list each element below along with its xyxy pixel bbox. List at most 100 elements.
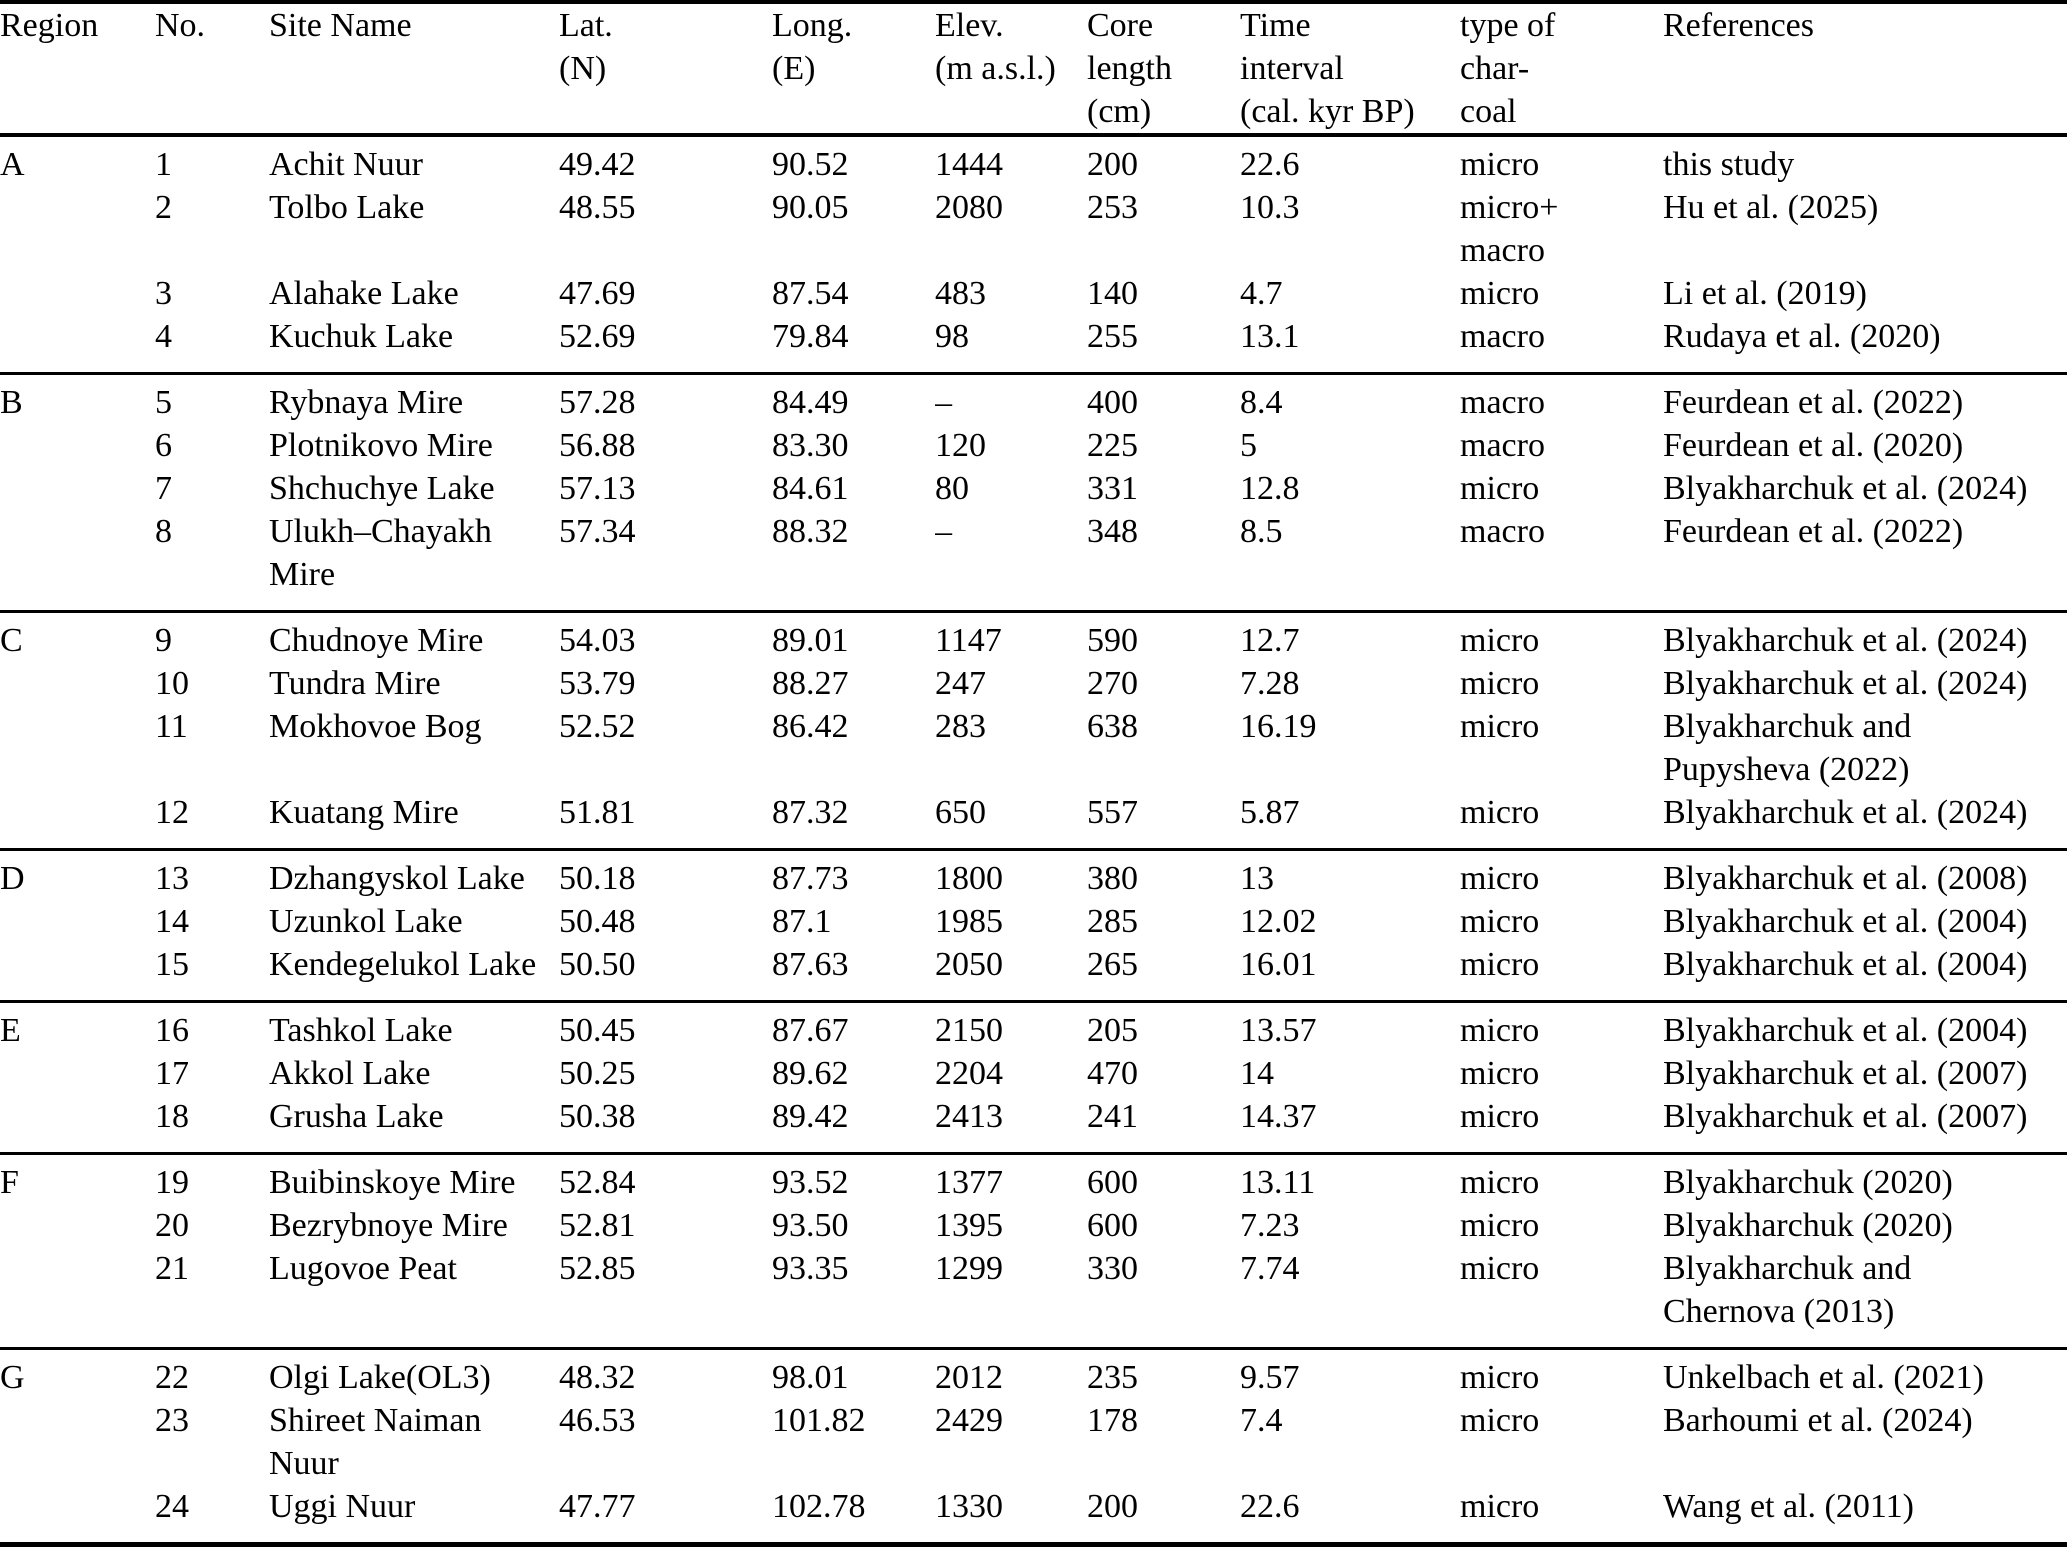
cell-charcoal: micro [1460,665,1540,702]
cell-refs: Feurdean et al. (2020) [1663,427,1964,464]
cell-charcoal: micro [1460,1055,1540,1092]
cell-charcoal: macro [1460,427,1545,464]
cell-lat: 52.52 [559,708,636,745]
cell-no: 24 [155,1488,189,1525]
cell-site: Chudnoye Mire [269,622,484,659]
cell-region-label [0,510,155,612]
cell-site: Buibinskoye Mire [269,1164,516,1201]
cell-no: 9 [155,622,172,659]
cell-site: Shireet Naiman Nuur [269,1402,482,1482]
table-row: 18 Grusha Lake 50.38 89.42 2413 241 14.37 micro… [0,1095,2067,1154]
cell-time: 8.5 [1240,513,1283,550]
col-header-elev: Elev. (m a.s.l.) [935,7,1056,87]
cell-lat: 53.79 [559,665,636,702]
cell-no: 17 [155,1055,189,1092]
cell-long: 98.01 [772,1359,849,1396]
cell-refs: this study [1663,146,1795,183]
region-group-E: E 16 Tashkol Lake 50.45 87.67 2150 205 13.57 mic… [0,1001,2067,1154]
col-header-lat: Lat. (N) [559,7,613,87]
cell-site: Uzunkol Lake [269,903,463,940]
cell-charcoal: micro [1460,622,1540,659]
cell-refs: Hu et al. (2025) [1663,189,1879,226]
cell-no: 21 [155,1250,189,1287]
cell-core: 178 [1087,1402,1138,1439]
cell-long: 88.32 [772,513,849,550]
cell-time: 7.4 [1240,1402,1283,1439]
cell-charcoal: micro [1460,1250,1540,1287]
cell-elev: 1377 [935,1164,1003,1201]
cell-charcoal: micro [1460,794,1540,831]
cell-long: 87.54 [772,275,849,312]
cell-refs: Blyakharchuk et al. (2004) [1663,946,2028,983]
cell-core: 330 [1087,1250,1138,1287]
cell-refs: Blyakharchuk et al. (2007) [1663,1055,2028,1092]
region-group-C: C 9 Chudnoye Mire 54.03 89.01 1147 590 12.7 micr… [0,611,2067,850]
cell-no: 8 [155,513,172,550]
cell-refs: Blyakharchuk and Pupysheva (2022) [1663,708,1912,788]
cell-refs: Blyakharchuk et al. (2008) [1663,860,2028,897]
cell-long: 83.30 [772,427,849,464]
region-group-F: F 19 Buibinskoye Mire 52.84 93.52 1377 600 13.1… [0,1153,2067,1349]
region-group-D: D 13 Dzhangyskol Lake 50.18 87.73 1800 380 13 mi… [0,849,2067,1002]
cell-elev: 2413 [935,1098,1003,1135]
cell-time: 8.4 [1240,384,1283,421]
cell-lat: 52.85 [559,1250,636,1287]
cell-region-label [0,272,155,315]
cell-elev: 2150 [935,1012,1003,1049]
cell-no: 7 [155,470,172,507]
cell-region-label [0,705,155,791]
table-row: 24 Uggi Nuur 47.77 102.78 1330 200 22.6 micro Wa… [0,1485,2067,1545]
table-row: G 22 Olgi Lake(OL3) 48.32 98.01 2012 235 9.57 mi… [0,1349,2067,1400]
cell-elev: 247 [935,665,986,702]
cell-no: 18 [155,1098,189,1135]
cell-elev: 2429 [935,1402,1003,1439]
cell-core: 331 [1087,470,1138,507]
table-row: 17 Akkol Lake 50.25 89.62 2204 470 14 micro Blya… [0,1052,2067,1095]
cell-time: 13.57 [1240,1012,1317,1049]
col-header-region: Region [0,7,99,44]
cell-no: 6 [155,427,172,464]
cell-charcoal: micro [1460,708,1540,745]
cell-time: 13.1 [1240,318,1300,355]
cell-charcoal: micro+ macro [1460,189,1559,269]
cell-no: 2 [155,189,172,226]
cell-site: Shchuchye Lake [269,470,495,507]
cell-charcoal: macro [1460,513,1545,550]
table-row: F 19 Buibinskoye Mire 52.84 93.52 1377 600 13.1… [0,1154,2067,1205]
cell-no: 12 [155,794,189,831]
col-header-charcoal: type of char- coal [1460,7,1556,130]
cell-no: 16 [155,1012,189,1049]
cell-elev: 2012 [935,1359,1003,1396]
cell-site: Dzhangyskol Lake [269,860,525,897]
cell-charcoal: micro [1460,946,1540,983]
cell-time: 7.74 [1240,1250,1300,1287]
cell-refs: Blyakharchuk et al. (2024) [1663,622,2028,659]
cell-no: 3 [155,275,172,312]
cell-time: 13 [1240,860,1274,897]
cell-time: 14.37 [1240,1098,1317,1135]
cell-time: 14 [1240,1055,1274,1092]
table-row: D 13 Dzhangyskol Lake 50.18 87.73 1800 380 13 mi… [0,850,2067,901]
cell-long: 87.1 [772,903,832,940]
cell-no: 5 [155,384,172,421]
cell-no: 13 [155,860,189,897]
cell-core: 380 [1087,860,1138,897]
cell-site: Uggi Nuur [269,1488,416,1525]
cell-lat: 47.77 [559,1488,636,1525]
col-header-core: Core length (cm) [1087,7,1172,130]
cell-elev: 2204 [935,1055,1003,1092]
cell-refs: Barhoumi et al. (2024) [1663,1402,1973,1439]
cell-lat: 52.84 [559,1164,636,1201]
cell-elev: 283 [935,708,986,745]
cell-charcoal: micro [1460,860,1540,897]
cell-long: 90.52 [772,146,849,183]
table-row: 10 Tundra Mire 53.79 88.27 247 270 7.28 micro Bl… [0,662,2067,705]
cell-charcoal: micro [1460,470,1540,507]
cell-lat: 50.25 [559,1055,636,1092]
region-group-A: A 1 Achit Nuur 49.42 90.52 1444 200 22.6 micro th… [0,135,2067,374]
cell-long: 102.78 [772,1488,866,1525]
cell-no: 19 [155,1164,189,1201]
cell-elev: 650 [935,794,986,831]
cell-refs: Wang et al. (2011) [1663,1488,1914,1525]
cell-core: 205 [1087,1012,1138,1049]
